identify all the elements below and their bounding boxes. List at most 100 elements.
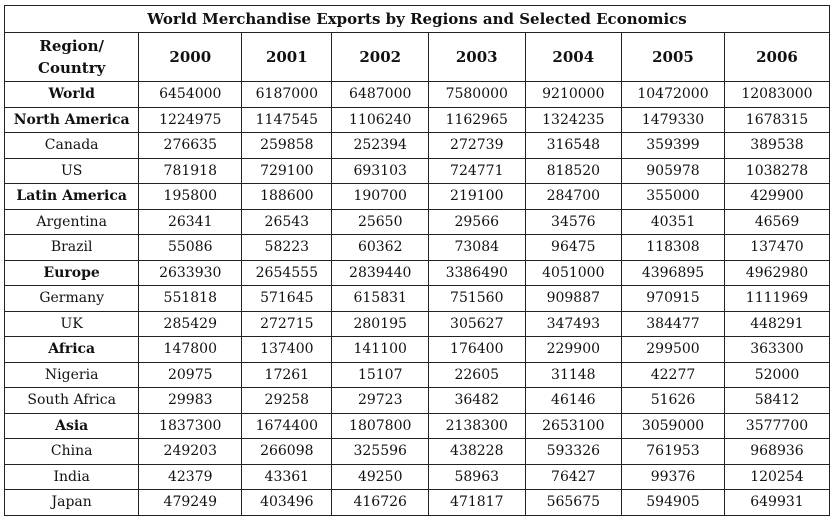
value-cell: 1479330 <box>621 106 725 133</box>
country-name-cell: Nigeria <box>3 361 140 388</box>
table-row: Asia 1837300 1674400 1807800 2138300 2653100 3… <box>3 412 831 439</box>
value-cell: 76427 <box>524 463 623 490</box>
value-cell: 571645 <box>241 285 333 312</box>
value-cell: 593326 <box>524 438 623 465</box>
value-cell: 325596 <box>331 438 429 465</box>
value-cell: 1106240 <box>331 106 429 133</box>
value-cell: 51626 <box>621 387 725 414</box>
value-cell: 249203 <box>138 438 243 465</box>
value-cell: 724771 <box>427 157 526 184</box>
value-cell: 305627 <box>427 310 526 337</box>
value-cell: 190700 <box>331 183 429 210</box>
value-cell: 141100 <box>331 336 429 363</box>
table-row: China 249203 266098 325596 438228 593326 76195… <box>3 438 831 465</box>
value-cell: 42277 <box>621 361 725 388</box>
value-cell: 818520 <box>524 157 623 184</box>
table-row: World 6454000 6187000 6487000 7580000 9210000… <box>3 81 831 108</box>
value-cell: 4051000 <box>524 259 623 286</box>
value-cell: 3059000 <box>621 412 725 439</box>
value-cell: 316548 <box>524 132 623 159</box>
value-cell: 46146 <box>524 387 623 414</box>
value-cell: 299500 <box>621 336 725 363</box>
table-row: India 42379 43361 49250 58963 76427 99376 12025… <box>3 463 831 490</box>
country-name-cell: Japan <box>3 489 140 516</box>
value-cell: 96475 <box>524 234 623 261</box>
region-name-cell: Latin America <box>3 183 140 210</box>
value-cell: 3577700 <box>723 412 831 439</box>
value-cell: 252394 <box>331 132 429 159</box>
country-name-cell: Germany <box>3 285 140 312</box>
value-cell: 471817 <box>427 489 526 516</box>
region-name-cell: World <box>3 81 140 108</box>
value-cell: 58963 <box>427 463 526 490</box>
region-column-header: Region/Country <box>3 32 140 82</box>
value-cell: 909887 <box>524 285 623 312</box>
year-column-header: 2004 <box>524 32 623 82</box>
value-cell: 6487000 <box>331 81 429 108</box>
value-cell: 968936 <box>723 438 831 465</box>
value-cell: 359399 <box>621 132 725 159</box>
value-cell: 26543 <box>241 208 333 235</box>
table-row: Africa 147800 137400 141100 176400 229900 2995… <box>3 336 831 363</box>
value-cell: 2633930 <box>138 259 243 286</box>
value-cell: 403496 <box>241 489 333 516</box>
value-cell: 2654555 <box>241 259 333 286</box>
value-cell: 188600 <box>241 183 333 210</box>
year-column-header: 2003 <box>427 32 526 82</box>
value-cell: 615831 <box>331 285 429 312</box>
value-cell: 693103 <box>331 157 429 184</box>
year-column-header: 2000 <box>138 32 243 82</box>
value-cell: 147800 <box>138 336 243 363</box>
country-name-cell: US <box>3 157 140 184</box>
year-column-header: 2002 <box>331 32 429 82</box>
value-cell: 363300 <box>723 336 831 363</box>
value-cell: 9210000 <box>524 81 623 108</box>
value-cell: 389538 <box>723 132 831 159</box>
value-cell: 649931 <box>723 489 831 516</box>
value-cell: 285429 <box>138 310 243 337</box>
country-name-cell: Brazil <box>3 234 140 261</box>
value-cell: 438228 <box>427 438 526 465</box>
value-cell: 259858 <box>241 132 333 159</box>
value-cell: 284700 <box>524 183 623 210</box>
region-name-cell: North America <box>3 106 140 133</box>
country-name-cell: Argentina <box>3 208 140 235</box>
table-row: UK 285429 272715 280195 305627 347493 384477 44… <box>3 310 831 337</box>
value-cell: 6454000 <box>138 81 243 108</box>
value-cell: 12083000 <box>723 81 831 108</box>
value-cell: 276635 <box>138 132 243 159</box>
country-name-cell: UK <box>3 310 140 337</box>
value-cell: 99376 <box>621 463 725 490</box>
value-cell: 272715 <box>241 310 333 337</box>
table-row: South Africa 29983 29258 29723 36482 46146 516… <box>3 387 831 414</box>
value-cell: 3386490 <box>427 259 526 286</box>
value-cell: 7580000 <box>427 81 526 108</box>
value-cell: 1147545 <box>241 106 333 133</box>
exports-table: World Merchandise Exports by Regions and… <box>3 5 831 516</box>
value-cell: 42379 <box>138 463 243 490</box>
value-cell: 22605 <box>427 361 526 388</box>
value-cell: 355000 <box>621 183 725 210</box>
value-cell: 751560 <box>427 285 526 312</box>
value-cell: 29566 <box>427 208 526 235</box>
value-cell: 2839440 <box>331 259 429 286</box>
value-cell: 970915 <box>621 285 725 312</box>
value-cell: 73084 <box>427 234 526 261</box>
value-cell: 761953 <box>621 438 725 465</box>
value-cell: 1837300 <box>138 412 243 439</box>
region-column-header-label: Region/Country <box>38 37 106 77</box>
table-row: Japan 479249 403496 416726 471817 565675 59490… <box>3 489 831 516</box>
value-cell: 1678315 <box>723 106 831 133</box>
region-name-cell: Asia <box>3 412 140 439</box>
value-cell: 29723 <box>331 387 429 414</box>
exports-table-container: World Merchandise Exports by Regions and… <box>3 5 831 516</box>
value-cell: 55086 <box>138 234 243 261</box>
value-cell: 40351 <box>621 208 725 235</box>
country-name-cell: South Africa <box>3 387 140 414</box>
value-cell: 2653100 <box>524 412 623 439</box>
value-cell: 10472000 <box>621 81 725 108</box>
value-cell: 29258 <box>241 387 333 414</box>
value-cell: 1674400 <box>241 412 333 439</box>
value-cell: 479249 <box>138 489 243 516</box>
header-row: Region/Country 2000 2001 2002 2003 2004 … <box>3 32 831 82</box>
